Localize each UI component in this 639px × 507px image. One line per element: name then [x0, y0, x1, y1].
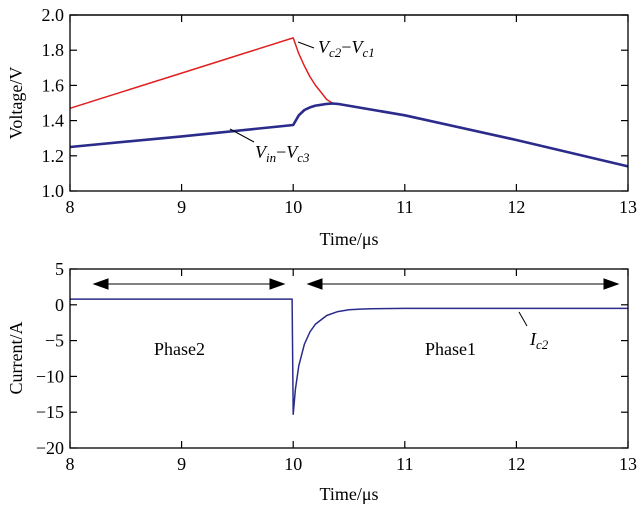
current-y-tick-label: −5	[45, 331, 64, 351]
voltage-y-tick-label: 1.0	[42, 181, 65, 201]
voltage-chart: 8 9 10 11 12 13 1.0 1.2 1.4 1.6 1.8 2.0 Time/μs Vol…	[6, 5, 637, 249]
voltage-y-axis-label: Voltage/V	[6, 67, 26, 140]
current-x-tick-label: 13	[619, 454, 637, 474]
voltage-plot-border	[69, 14, 629, 192]
current-x-tick-label: 9	[177, 454, 186, 474]
vc2-vc1-leader-line	[297, 41, 315, 49]
current-y-tick-label: 5	[55, 259, 64, 279]
vin-vc3-leader-line	[229, 128, 255, 143]
ic2-leader-line	[518, 311, 528, 327]
current-y-tick-label: −10	[36, 366, 64, 386]
vc2-vc1-series-label: Vc2−Vc1	[318, 37, 375, 60]
current-ticks: 8 9 10 11 12 13 −20 −15 −10 −5 0 5	[36, 259, 637, 474]
phase2-arrow	[92, 278, 286, 290]
current-x-tick-label: 10	[284, 454, 302, 474]
voltage-x-tick-label: 8	[66, 197, 75, 217]
voltage-series-line-2	[69, 102, 629, 168]
voltage-x-tick-label: 9	[177, 197, 186, 217]
voltage-x-tick-label: 11	[396, 197, 413, 217]
voltage-x-tick-label: 12	[507, 197, 525, 217]
voltage-y-tick-label: 2.0	[42, 5, 65, 25]
current-chart: 8 9 10 11 12 13 −20 −15 −10 −5 0 5 Time/μs Current/…	[6, 259, 637, 504]
current-x-axis-label: Time/μs	[319, 484, 378, 504]
current-x-tick-label: 8	[66, 454, 75, 474]
voltage-y-tick-label: 1.2	[42, 146, 65, 166]
phase1-arrow	[306, 278, 620, 290]
current-y-tick-label: −15	[36, 402, 64, 422]
current-series-line-1	[70, 298, 628, 416]
current-y-tick-label: −20	[36, 438, 64, 458]
current-series-group	[70, 298, 628, 416]
voltage-x-tick-label: 10	[284, 197, 302, 217]
phase2-label: Phase2	[154, 339, 205, 359]
phase1-label: Phase1	[425, 339, 476, 359]
ic2-series-label: Ic2	[529, 329, 549, 352]
current-y-tick-label: 0	[55, 295, 64, 315]
voltage-x-axis-label: Time/μs	[319, 229, 378, 249]
voltage-y-tick-label: 1.4	[42, 111, 65, 131]
voltage-ticks: 8 9 10 11 12 13 1.0 1.2 1.4 1.6 1.8 2.0	[42, 5, 638, 217]
vin-vc3-series-label: Vin−Vc3	[255, 142, 310, 165]
current-y-axis-label: Current/A	[6, 322, 26, 395]
current-x-tick-label: 12	[507, 454, 525, 474]
current-plot-border	[69, 268, 629, 449]
voltage-y-tick-label: 1.8	[42, 40, 65, 60]
voltage-y-tick-label: 1.6	[42, 75, 65, 95]
voltage-x-tick-label: 13	[619, 197, 637, 217]
voltage-series-group	[69, 37, 629, 168]
current-x-tick-label: 11	[396, 454, 413, 474]
